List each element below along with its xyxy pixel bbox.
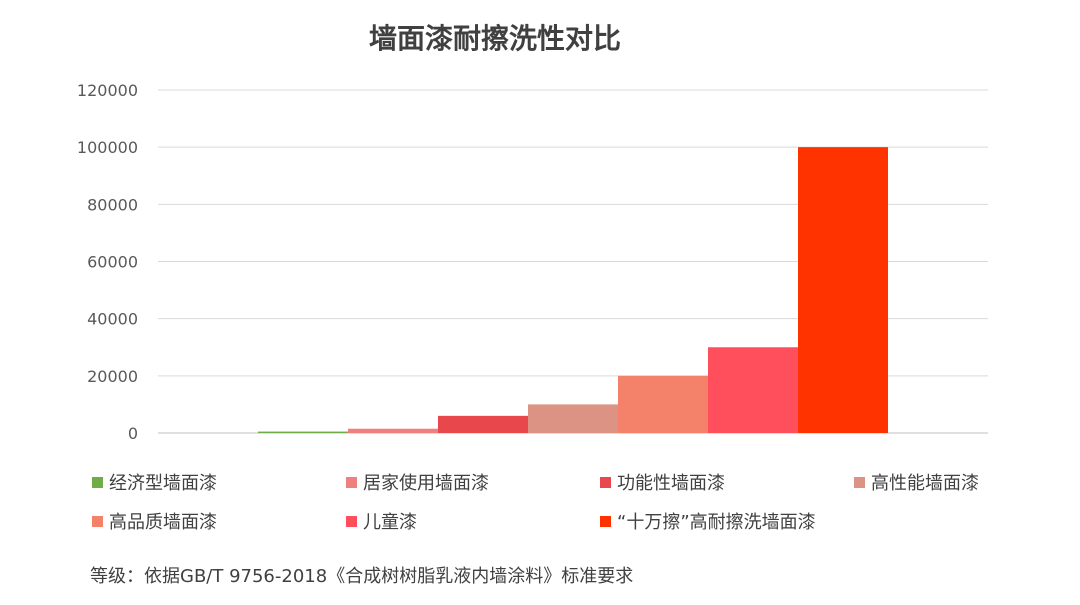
- bar: [348, 428, 438, 433]
- legend-label: 经济型墙面漆: [109, 473, 217, 494]
- legend-label: 高品质墙面漆: [109, 512, 217, 533]
- bar: [708, 347, 798, 433]
- y-axis-ticks: 0 20000 40000 60000 80000 100000 120000: [77, 81, 138, 443]
- bar: [618, 375, 708, 433]
- y-tick-label: 120000: [77, 81, 138, 100]
- legend-swatch: [92, 477, 103, 488]
- legend-swatch: [600, 477, 611, 488]
- legend-label: 儿童漆: [363, 512, 417, 533]
- y-tick-label: 60000: [87, 253, 138, 272]
- y-tick-label: 100000: [77, 138, 138, 157]
- bar: [798, 147, 888, 433]
- legend-swatch: [346, 477, 357, 488]
- legend-swatch: [346, 516, 357, 527]
- gridlines: [158, 89, 988, 434]
- bar: [528, 404, 618, 433]
- y-tick-label: 40000: [87, 310, 138, 329]
- chart-title: 墙面漆耐擦洗性对比: [369, 22, 621, 55]
- legend-label: 居家使用墙面漆: [363, 473, 489, 494]
- y-tick-label: 80000: [87, 195, 138, 214]
- legend-label: “十万擦”高耐擦洗墙面漆: [617, 512, 816, 533]
- y-tick-label: 0: [128, 424, 138, 443]
- legend-swatch: [854, 477, 865, 488]
- legend-swatch: [92, 516, 103, 527]
- legend-label: 高性能墙面漆: [871, 473, 979, 494]
- legend-label: 功能性墙面漆: [617, 473, 725, 494]
- y-tick-label: 20000: [87, 367, 138, 386]
- bar: [258, 431, 348, 433]
- bar: [438, 415, 528, 433]
- legend-swatch: [600, 516, 611, 527]
- bars: [258, 147, 888, 433]
- footnote: 等级：依据GB/T 9756-2018《合成树树脂乳液内墙涂料》标准要求: [90, 566, 633, 587]
